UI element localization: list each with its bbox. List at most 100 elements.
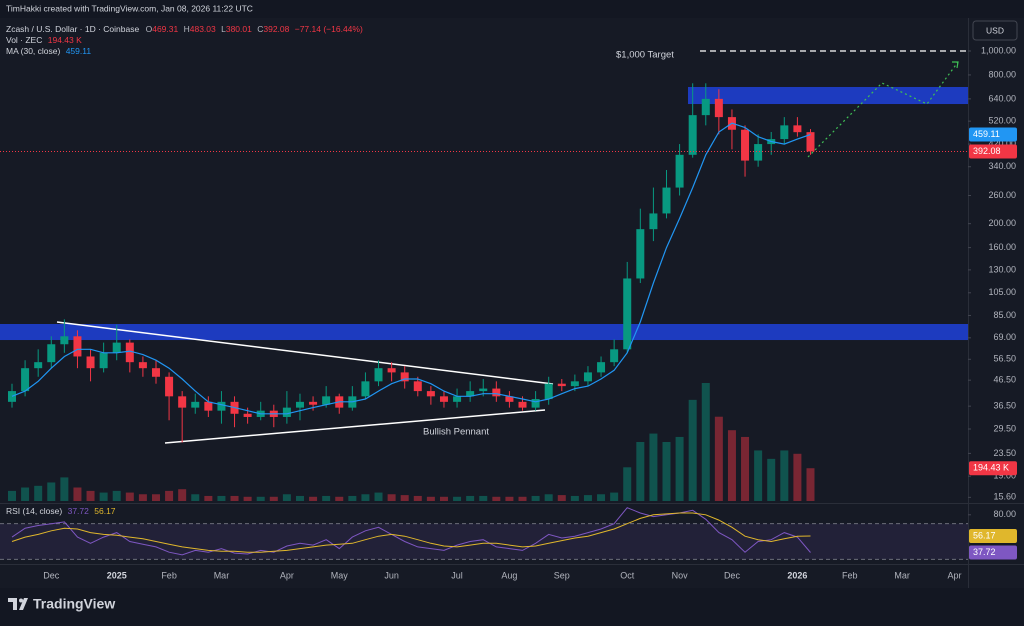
x-tick-label: Nov (672, 570, 689, 580)
volume-bar (230, 495, 239, 501)
candle-body (439, 396, 448, 402)
pennant-lower-line (164, 409, 546, 444)
y-tick-label: 340.00 (988, 161, 1016, 171)
change: −77.14 (−16.44%) (295, 24, 363, 34)
close-badge-bg (969, 144, 1017, 159)
volume-bar (806, 468, 815, 501)
volume-bar (73, 487, 82, 501)
volume-bar (256, 496, 265, 501)
candle-body (531, 399, 540, 408)
projection-path (807, 61, 959, 158)
volume-bar (361, 494, 370, 501)
candle-body (518, 401, 527, 408)
candle-body (138, 362, 147, 369)
candle-body (295, 401, 304, 408)
candle-body (597, 362, 606, 373)
x-tick-label: May (331, 570, 349, 580)
ma-badge: 459.11 (973, 129, 1000, 139)
candle-body (466, 391, 475, 397)
y-tick-label: 105.00 (988, 287, 1016, 297)
currency-button-frame[interactable] (972, 20, 1018, 41)
volume-bar (727, 430, 736, 501)
rsi-badge: 37.72 (973, 547, 996, 557)
volume-bar (413, 495, 422, 501)
volume-legend: Vol · ZEC (6, 35, 42, 45)
candle-body (165, 376, 174, 397)
volume-bar (544, 494, 553, 501)
open-value: 469.31 (152, 24, 178, 34)
y-tick-label: 200.00 (988, 218, 1016, 228)
currency-button-label[interactable]: USD (986, 25, 1004, 35)
volume-bar (125, 492, 134, 501)
brand-name: TradingView (33, 596, 115, 612)
volume-bar (688, 399, 697, 501)
x-tick-label: Feb (161, 570, 177, 580)
volume-bar (426, 496, 435, 501)
legend-line: MA (30, close) 459.11 (6, 46, 91, 56)
rsi-badge-bg (969, 529, 1017, 544)
candle-body (21, 368, 30, 392)
volume-bar (112, 490, 121, 501)
volume-bar (767, 458, 776, 501)
brand: TradingView (8, 596, 115, 612)
rsi-badge-bg (969, 545, 1017, 560)
volume-bar (675, 436, 684, 501)
candle-body (400, 372, 409, 382)
volume-bar (466, 495, 475, 501)
candle-body (610, 349, 619, 363)
credit: TimHakki created with TradingView.com, J… (6, 3, 253, 13)
x-tick-label: Dec (724, 570, 741, 580)
rsi-badge: 56.17 (973, 530, 996, 540)
volume-bar (217, 495, 226, 501)
candle-body (178, 396, 187, 408)
candle-body (86, 356, 95, 369)
volume-bar (348, 495, 357, 501)
candle-body (322, 396, 331, 405)
ohlc-letter: C (257, 24, 263, 34)
candle-body (675, 154, 684, 188)
candle-body (413, 381, 422, 392)
candle-body (570, 381, 579, 387)
projection-arrowhead (952, 61, 959, 69)
brand-logo (8, 598, 28, 610)
ma-badge-bg (969, 127, 1017, 142)
volume-bar (741, 436, 750, 501)
ohlc-letter: O (146, 24, 153, 34)
volume-bar (453, 496, 462, 501)
y-tick-label: 640.00 (988, 93, 1016, 103)
candle-body (453, 396, 462, 402)
rsi-line (11, 512, 811, 553)
y-tick-label: 800.00 (988, 69, 1016, 79)
volume-bar (793, 453, 802, 501)
ma-value: 459.11 (66, 46, 92, 56)
pennant-upper-line (56, 321, 554, 385)
volume-bar (309, 496, 318, 501)
volume-badge: 194.43 K (973, 463, 1009, 473)
y-tick-label: 85.00 (993, 310, 1016, 320)
currency-button[interactable]: USD (972, 20, 1018, 41)
candle-body (125, 342, 134, 363)
y-tick-label: 19.00 (993, 471, 1016, 481)
y-tick-label: 1,000.00 (981, 45, 1016, 55)
volume-bar (714, 416, 723, 501)
volume-bar (269, 496, 278, 501)
candle-body (479, 388, 488, 392)
x-tick-label: Apr (280, 570, 294, 580)
candle-body (623, 278, 632, 350)
ohlc-letter: L (221, 24, 226, 34)
y-tick-label: 420.00 (988, 138, 1016, 148)
volume-bar (295, 495, 304, 501)
volume-bar (335, 496, 344, 501)
y-tick-label: 520.00 (988, 116, 1016, 126)
y-tick-label: 80.00 (993, 509, 1016, 519)
x-tick-label: Aug (501, 570, 517, 580)
y-tick-label: 23.50 (993, 448, 1016, 458)
target-label: $1,000 Target (616, 50, 674, 61)
volume-bar (780, 450, 789, 501)
volume-bar (151, 494, 160, 501)
legend-line: RSI (14, close) 37.72 56.17 (6, 506, 116, 516)
candle-body (217, 401, 226, 411)
candle-body (741, 129, 750, 161)
volume-bar (99, 492, 108, 501)
